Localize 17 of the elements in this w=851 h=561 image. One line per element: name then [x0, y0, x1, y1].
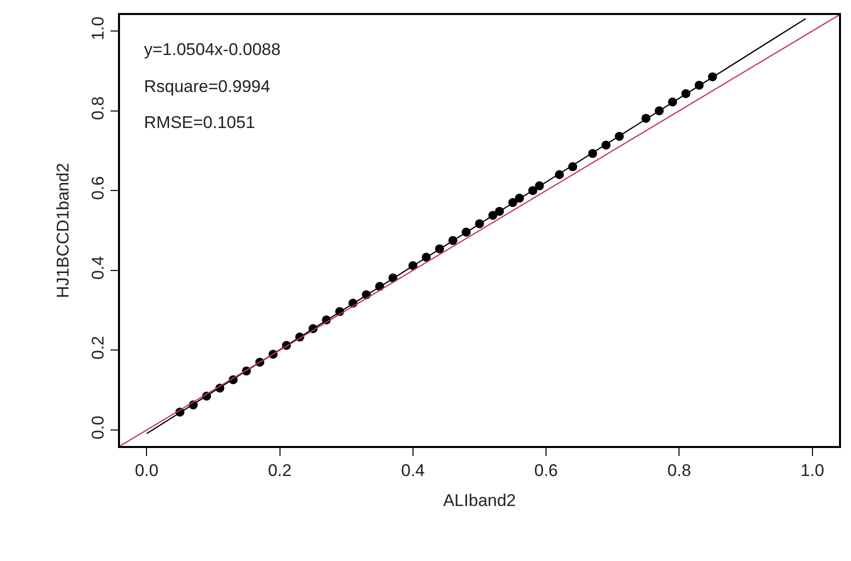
annotation: y=1.0504x-0.0088: [144, 40, 281, 59]
x-tick-label: 0.2: [268, 461, 292, 480]
annotation: Rsquare=0.9994: [144, 77, 270, 96]
x-axis-title: ALIband2: [443, 491, 516, 510]
x-tick-label: 0.0: [134, 461, 158, 480]
y-axis-title: HJ1BCCD1band2: [54, 162, 72, 298]
x-tick-label: 1.0: [800, 461, 824, 480]
annotation: RMSE=0.1051: [144, 113, 256, 132]
x-tick-label: 0.6: [534, 461, 558, 480]
y-tick-label: 0.4: [88, 256, 108, 280]
y-tick-label: 1.0: [88, 16, 108, 40]
y-tick-label: 0.8: [88, 96, 108, 120]
y-tick-label: 0.2: [88, 336, 108, 360]
x-tick-label: 0.4: [401, 461, 425, 480]
x-tick-label: 0.8: [667, 461, 692, 480]
y-tick-label: 0.6: [88, 176, 108, 200]
y-tick-label: 0.0: [88, 416, 108, 440]
